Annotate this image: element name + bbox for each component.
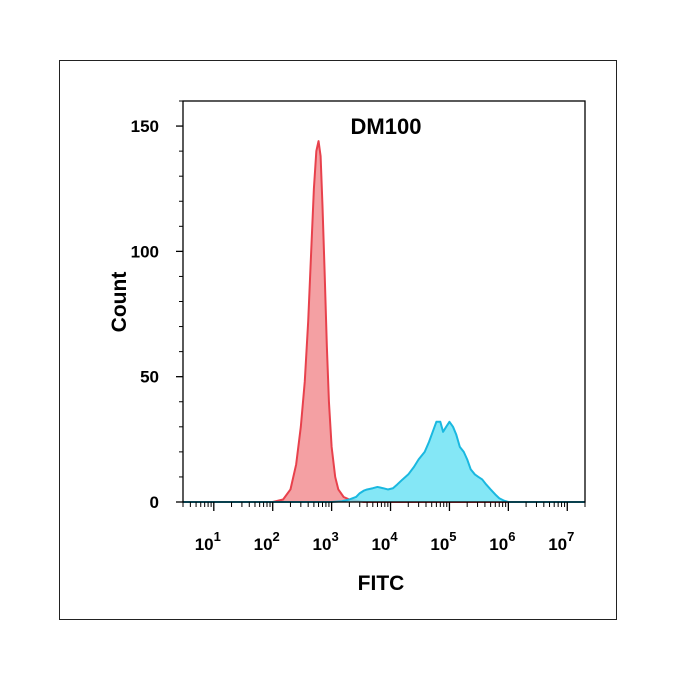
y-tick-label: 50 — [140, 368, 159, 387]
plot-border — [182, 100, 586, 503]
flow-cytometry-histogram: 0 50 100 150 101 102 103 104 105 106 107 DM100 FIT… — [108, 100, 586, 595]
x-tick-label: 106 — [489, 529, 515, 554]
x-tick-label: 102 — [254, 529, 280, 554]
y-tick-label: 150 — [131, 117, 159, 136]
series-1-line — [183, 140, 585, 503]
series-2-area — [183, 421, 585, 502]
y-tick-label: 0 — [150, 493, 159, 512]
series-1-area — [183, 141, 585, 502]
y-tick-label: 100 — [131, 242, 159, 261]
x-tick-label: 104 — [371, 529, 398, 554]
chart-frame: 0 50 100 150 101 102 103 104 105 106 107 DM100 FIT… — [59, 60, 617, 620]
x-tick-label: 101 — [195, 529, 221, 554]
chart-title: DM100 — [351, 114, 422, 139]
x-axis-title: FITC — [358, 572, 405, 595]
plot-area: 0 50 100 150 101 102 103 104 105 106 107 — [131, 100, 586, 554]
x-tick-label: 107 — [548, 529, 574, 554]
x-tick-label: 105 — [430, 529, 456, 554]
series-2-line — [183, 420, 585, 503]
x-tick-label: 103 — [313, 529, 339, 554]
y-axis-title: Count — [108, 272, 131, 333]
